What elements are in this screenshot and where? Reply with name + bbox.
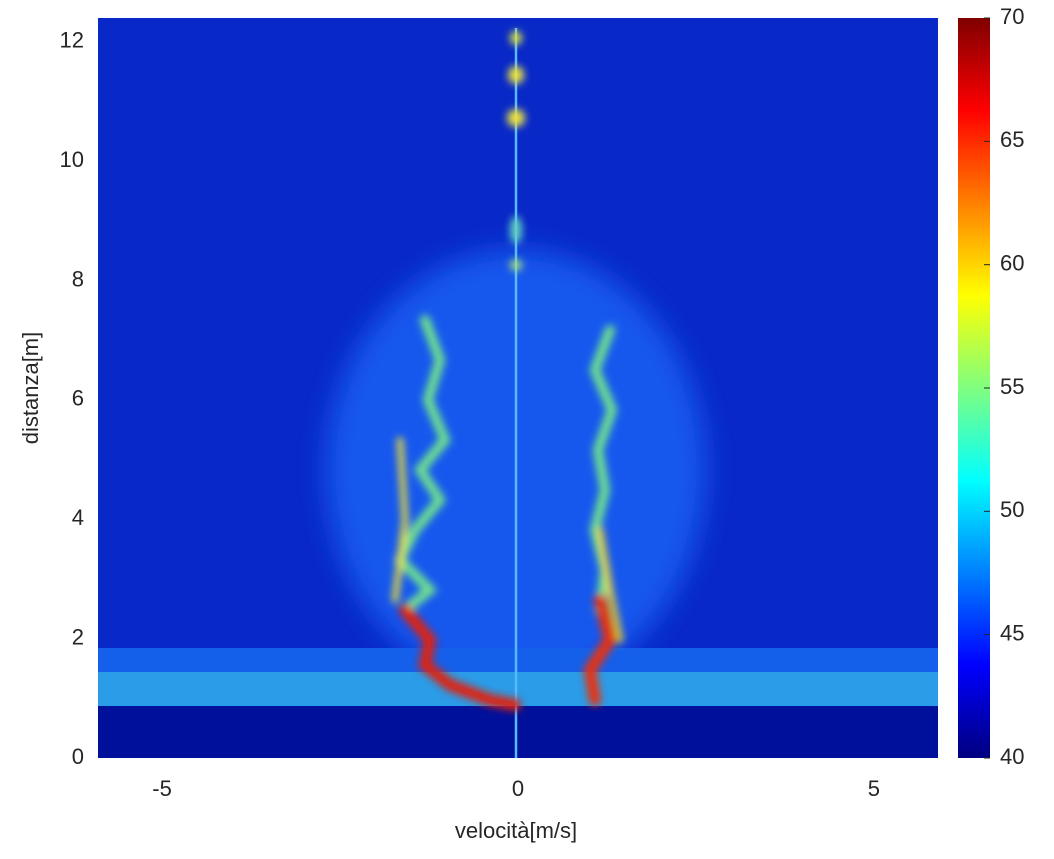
target-track — [393, 315, 451, 615]
target-track — [399, 604, 521, 711]
x-tick-label: -5 — [152, 776, 172, 801]
y-tick-label: 8 — [72, 266, 84, 291]
clutter-band — [98, 648, 938, 672]
echo — [510, 216, 522, 244]
y-axis-label: distanza[m] — [18, 332, 43, 445]
colorbar-tick-label: 45 — [1000, 620, 1024, 645]
x-tick-label: 5 — [868, 776, 880, 801]
y-tick-label: 2 — [72, 624, 84, 649]
echo — [508, 66, 524, 84]
echo — [507, 109, 525, 127]
top-echoes — [507, 31, 525, 271]
heatmap — [98, 18, 938, 758]
x-axis-label: velocità[m/s] — [455, 818, 577, 843]
colorbar-tick-label: 55 — [1000, 374, 1024, 399]
target-track — [597, 527, 623, 643]
y-tick-label: 0 — [72, 744, 84, 769]
echo — [510, 31, 522, 45]
y-tick-label: 6 — [72, 386, 84, 411]
echo — [510, 259, 522, 271]
colorbar-tick-label: 70 — [1000, 4, 1024, 29]
target-track — [583, 594, 617, 706]
near-band — [98, 706, 938, 758]
colorbar-tick-label: 65 — [1000, 127, 1024, 152]
y-tick-label: 12 — [60, 28, 84, 53]
colorbar-tick-label: 60 — [1000, 250, 1024, 275]
targets — [392, 315, 623, 711]
colorbar-tick-label: 50 — [1000, 497, 1024, 522]
y-tick-label: 4 — [72, 505, 84, 530]
colorbar-tick-label: 40 — [1000, 744, 1024, 769]
x-tick-label: 0 — [512, 776, 524, 801]
y-tick-label: 10 — [60, 147, 84, 172]
target-track — [392, 437, 409, 603]
